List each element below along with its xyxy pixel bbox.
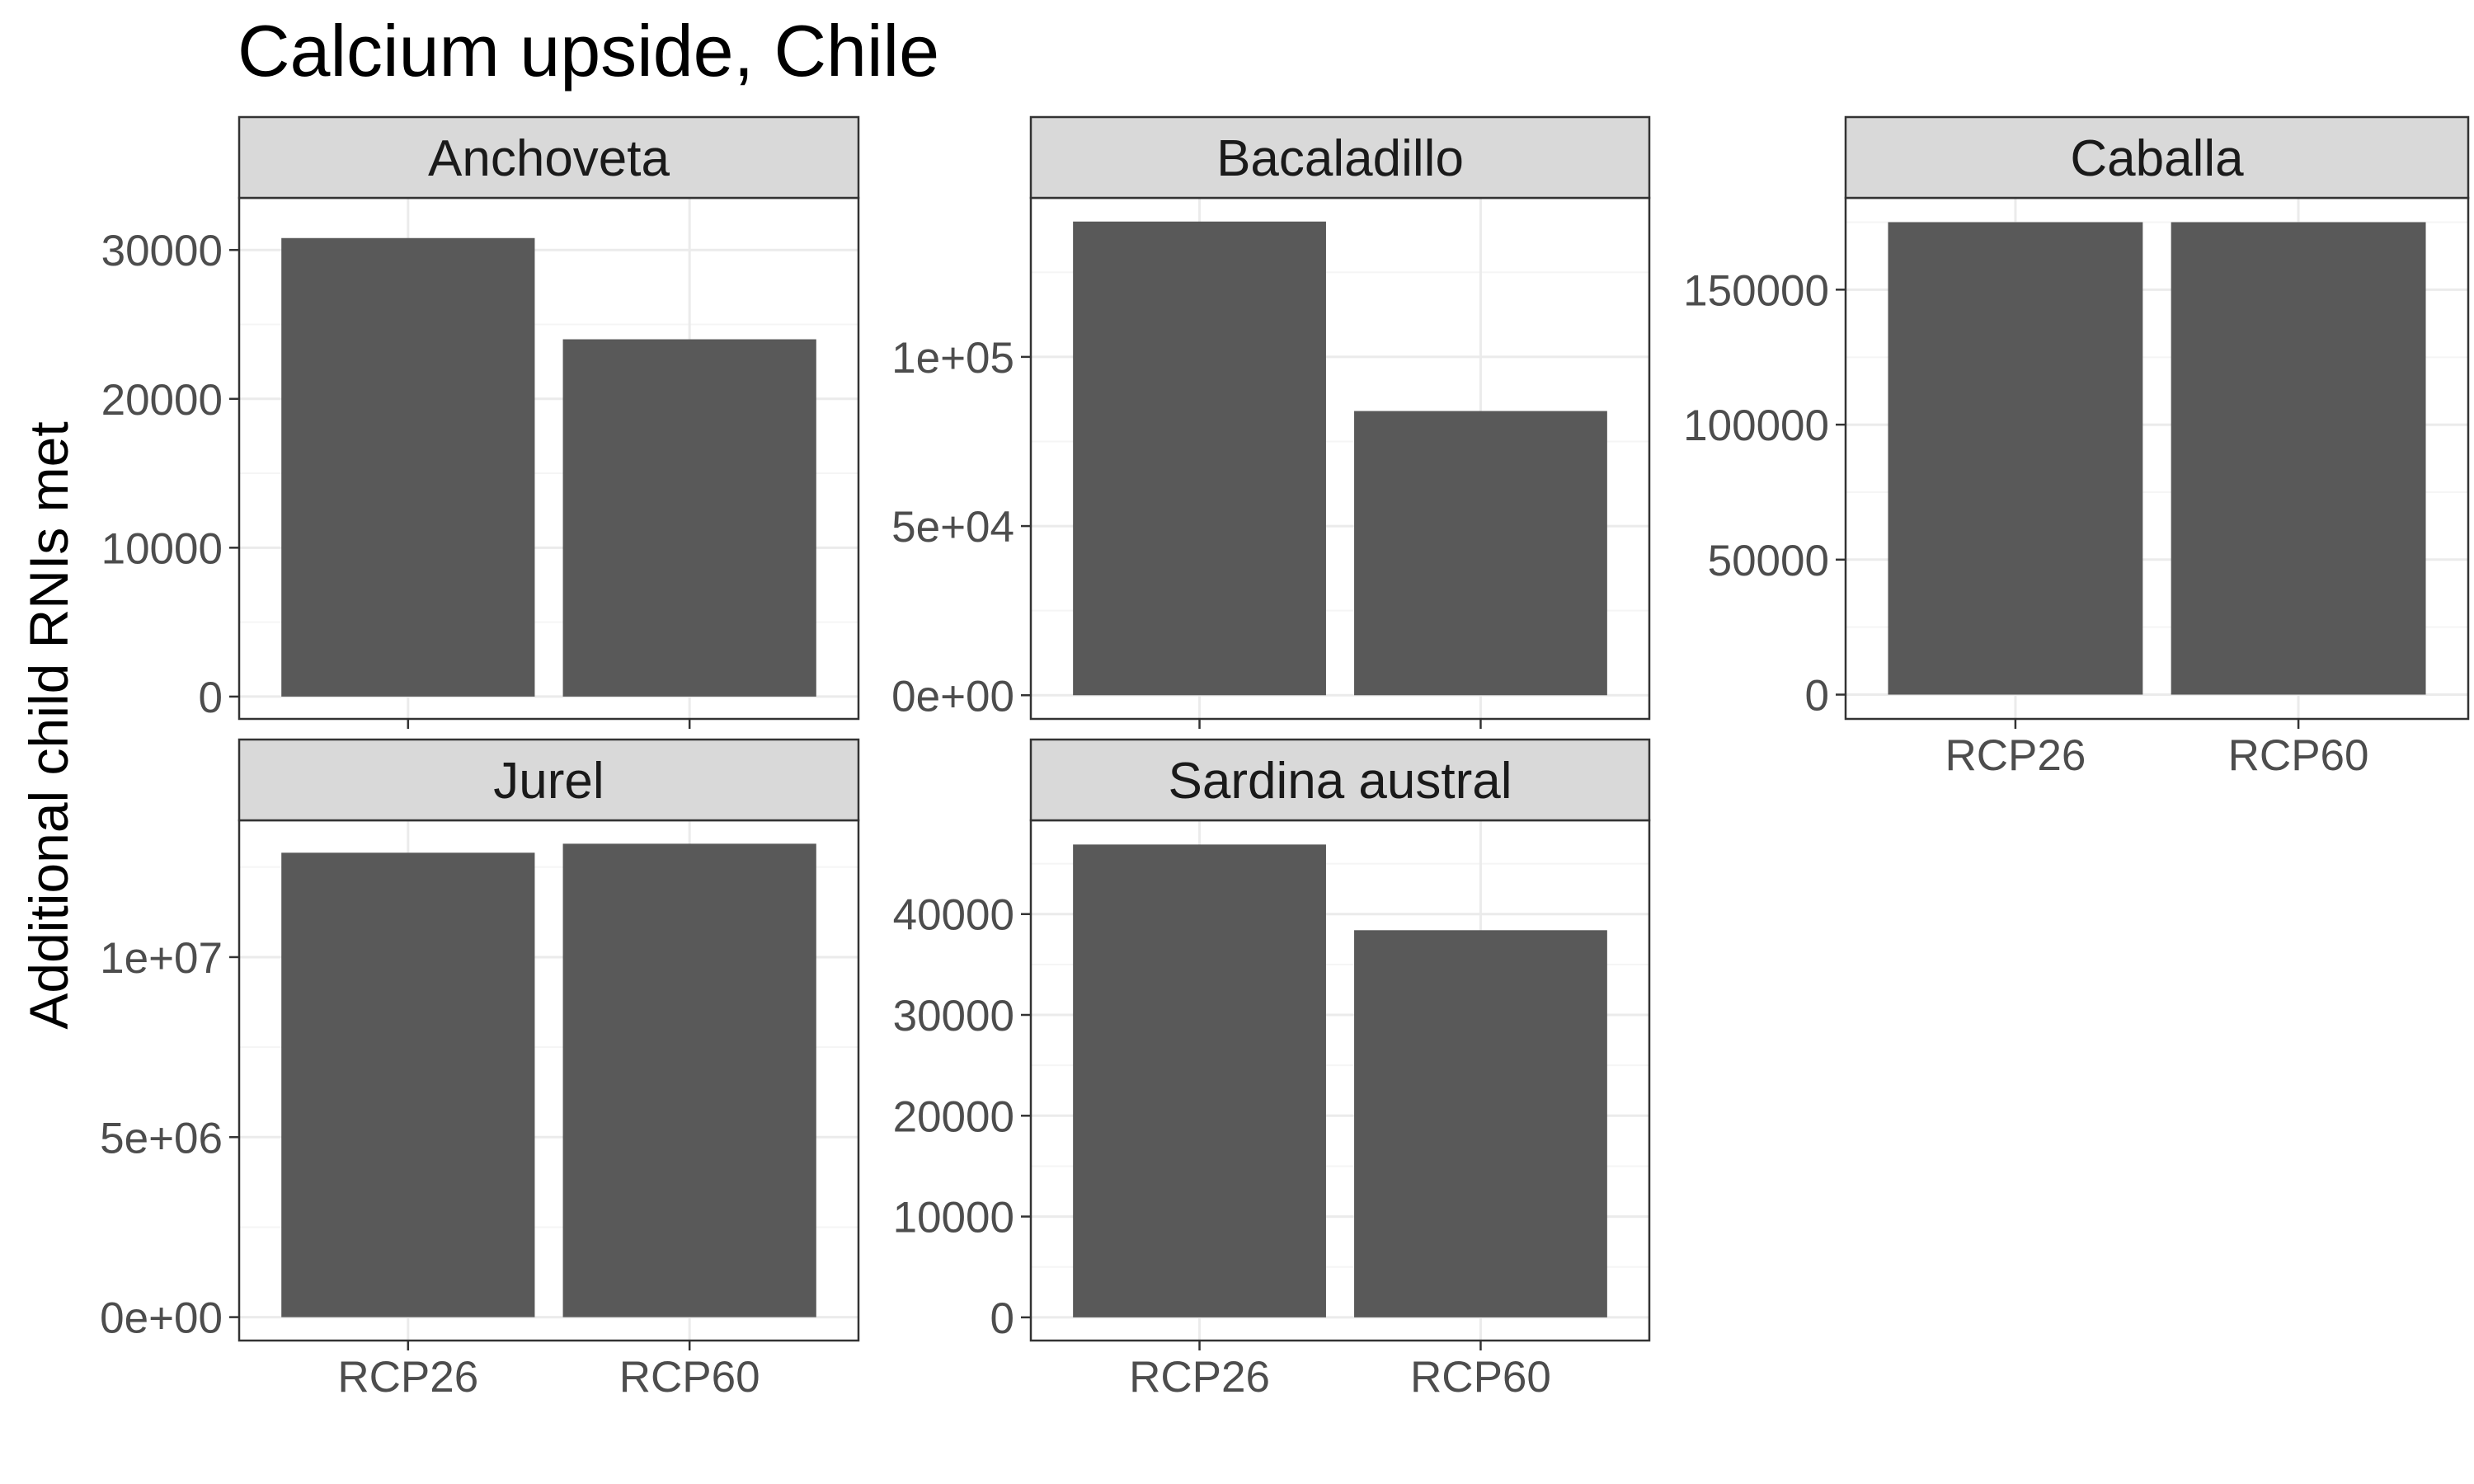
y-tick-label: 0e+00 <box>891 672 1014 721</box>
bar-caballa-rcp26 <box>1888 222 2143 695</box>
facet-strip <box>1844 115 2470 200</box>
x-tick-label: RCP26 <box>1129 1353 1270 1402</box>
y-tick-label: 150000 <box>1683 266 1829 315</box>
bar-sardina-austral-rcp60 <box>1354 930 1607 1317</box>
facet-strip-label: Bacaladillo <box>1216 130 1464 187</box>
facet-strip-label: Anchoveta <box>428 130 670 187</box>
y-tick-label: 1e+07 <box>100 934 223 983</box>
facet-panel-sardina-austral: Sardina austral 0 10000 20000 30000 40000 RCP2… <box>893 738 1651 1402</box>
facet-strip <box>1029 738 1651 822</box>
y-tick-label: 20000 <box>101 376 223 425</box>
x-tick-label: RCP60 <box>619 1353 760 1402</box>
bar-jurel-rcp26 <box>281 852 535 1317</box>
y-tick-label: 5e+06 <box>100 1114 223 1162</box>
facet-panels: Anchoveta 0 10000 20000 30000 Bacaladillo 0e+0… <box>100 115 2470 1402</box>
chart-title: Calcium upside, Chile <box>238 10 939 92</box>
y-tick-label: 5e+04 <box>891 503 1014 552</box>
facet-strip-label: Sardina austral <box>1168 753 1512 810</box>
x-tick-label: RCP26 <box>337 1353 478 1402</box>
facet-panel-bacaladillo: Bacaladillo 0e+00 5e+04 1e+05 <box>891 115 1651 729</box>
bar-caballa-rcp60 <box>2171 222 2426 695</box>
bar-anchoveta-rcp60 <box>562 339 816 697</box>
facet-strip <box>1029 115 1651 200</box>
x-tick-label: RCP60 <box>2228 731 2369 780</box>
y-tick-label: 1e+05 <box>891 334 1014 383</box>
y-tick-label: 40000 <box>893 891 1014 940</box>
y-tick-label: 0e+00 <box>100 1294 223 1343</box>
facet-strip-label: Caballa <box>2070 130 2244 187</box>
facet-strip-label: Jurel <box>493 753 604 810</box>
y-tick-label: 0 <box>199 674 223 722</box>
y-tick-label: 100000 <box>1683 402 1829 450</box>
y-tick-label: 10000 <box>101 524 223 573</box>
y-tick-label: 0 <box>990 1294 1014 1343</box>
x-tick-label: RCP26 <box>1945 731 2086 780</box>
x-tick-label: RCP60 <box>1410 1353 1551 1402</box>
y-tick-label: 50000 <box>1708 537 1829 585</box>
facet-strip <box>238 738 860 822</box>
facet-panel-caballa: Caballa 0 50000 100000 150000 RCP26 RCP60 <box>1683 115 2470 780</box>
bar-jurel-rcp60 <box>562 843 816 1317</box>
bar-anchoveta-rcp26 <box>281 237 535 697</box>
y-axis-label: Additional child RNIs met <box>18 421 79 1029</box>
bar-sardina-austral-rcp26 <box>1073 844 1326 1317</box>
y-tick-label: 30000 <box>101 227 223 275</box>
facet-strip <box>238 115 860 200</box>
y-tick-label: 30000 <box>893 992 1014 1040</box>
bar-bacaladillo-rcp26 <box>1073 221 1326 696</box>
facet-panel-anchoveta: Anchoveta 0 10000 20000 30000 <box>101 115 860 729</box>
facet-panel-jurel: Jurel 0e+00 5e+06 1e+07 RCP26 RCP60 <box>100 738 860 1402</box>
y-tick-label: 0 <box>1805 672 1829 721</box>
y-tick-label: 10000 <box>893 1194 1014 1242</box>
y-tick-label: 20000 <box>893 1092 1014 1141</box>
bar-bacaladillo-rcp60 <box>1354 411 1607 696</box>
